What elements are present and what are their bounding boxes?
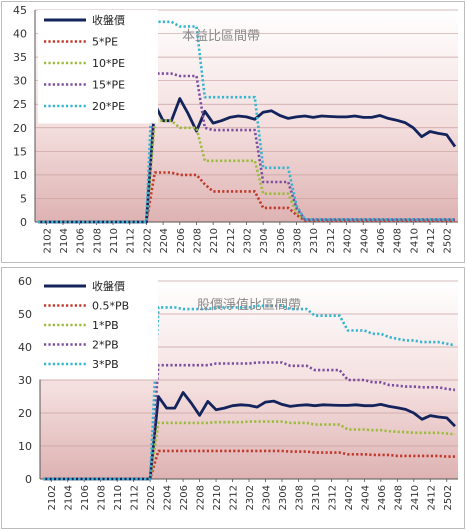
- pb-band-chart: 0 10 20 30 40 50 60 2102 2104 2106 2108 2110 2112 220…: [2, 268, 464, 528]
- x-tick-label: 2306: [278, 485, 289, 510]
- legend-label: 15*PE: [92, 79, 125, 92]
- x-tick-label: 2310: [311, 485, 322, 510]
- x-tick-label: 2302: [243, 228, 254, 253]
- x-tick-label: 2402: [343, 228, 354, 253]
- y-tick-label: 0: [20, 216, 27, 229]
- x-tick-label: 2406: [377, 485, 388, 510]
- y-tick-label: 45: [13, 4, 27, 17]
- legend-label: 收盤價: [92, 279, 125, 293]
- x-tick-label: 2412: [426, 228, 437, 253]
- y-tick-label: 25: [13, 98, 27, 111]
- chart-title: 本益比區間帶: [182, 29, 260, 44]
- legend: 收盤價 0.5*PB 1*PB 2*PB 3*PB: [38, 276, 158, 380]
- y-tick-label: 30: [18, 374, 32, 387]
- x-tick-label: 2410: [410, 485, 421, 510]
- y-tick-label: 40: [13, 28, 27, 41]
- x-tick-label: 2410: [409, 228, 420, 253]
- x-tick-label: 2304: [259, 228, 270, 253]
- series-line-0: [38, 97, 457, 224]
- x-tick-label: 2202: [146, 485, 157, 510]
- x-tick-label: 2306: [276, 228, 287, 253]
- legend-box: [38, 10, 158, 124]
- x-tick-label: 2202: [142, 228, 153, 253]
- pe-band-chart-panel: 0 5 10 15 20 25 30 35 40 45 2102 2104 2106 2108 2110 21…: [1, 1, 465, 263]
- x-tick-label: 2106: [80, 485, 91, 510]
- series-line-3: [38, 72, 455, 224]
- legend-label: 20*PE: [92, 100, 125, 113]
- x-tick-label: 2310: [309, 228, 320, 253]
- x-tick-label: 2302: [245, 485, 256, 510]
- series-line-4: [43, 304, 456, 481]
- y-tick-label: 10: [18, 440, 32, 453]
- y-tick-label: 5: [20, 192, 27, 205]
- legend-label: 2*PB: [92, 339, 119, 352]
- x-tick-label: 2402: [344, 485, 355, 510]
- chart-title: 股價淨值比區間帶: [197, 297, 301, 313]
- series-line-2: [38, 119, 455, 224]
- pe-band-chart: 0 5 10 15 20 25 30 35 40 45 2102 2104 2106 2108 2110 21…: [2, 2, 464, 262]
- x-tick-label: 2112: [130, 485, 141, 510]
- series-line-2: [43, 420, 456, 481]
- x-tick-label: 2404: [359, 228, 370, 253]
- y-tick-label: 60: [18, 275, 32, 288]
- x-tick-label: 2304: [261, 485, 272, 510]
- x-tick-label: 2412: [426, 485, 437, 510]
- y-tick-label: 35: [13, 51, 27, 64]
- x-tick-label: 2308: [293, 228, 304, 253]
- x-tick-label: 2106: [76, 228, 87, 253]
- x-tick-label: 2502: [443, 485, 454, 510]
- x-tick-label: 2206: [176, 228, 187, 253]
- y-tick-label: 50: [18, 308, 32, 321]
- x-tick-label: 2312: [327, 485, 338, 510]
- y-tick-label: 15: [13, 145, 27, 158]
- x-tick-label: 2208: [196, 485, 207, 510]
- y-tick-label: 20: [18, 407, 32, 420]
- x-tick-label: 2206: [179, 485, 190, 510]
- y-tick-label: 30: [13, 75, 27, 88]
- series-line-4: [38, 20, 455, 224]
- x-tick-label: 2104: [59, 228, 70, 253]
- x-tick-label: 2312: [326, 228, 337, 253]
- legend-label: 5*PE: [92, 36, 118, 49]
- x-tick-label: 2204: [159, 228, 170, 253]
- x-tick-label: 2212: [226, 228, 237, 253]
- x-tick-label: 2408: [393, 485, 404, 510]
- x-tick-label: 2112: [126, 228, 137, 253]
- legend-box: [38, 276, 158, 380]
- y-tick-label: 40: [18, 341, 32, 354]
- x-tick-label: 2404: [360, 485, 371, 510]
- x-tick-label: 2208: [192, 228, 203, 253]
- legend-label: 0.5*PB: [92, 300, 129, 313]
- x-tick-label: 2102: [42, 228, 53, 253]
- x-tick-label: 2212: [229, 485, 240, 510]
- x-tick-label: 2308: [294, 485, 305, 510]
- x-tick-label: 2408: [393, 228, 404, 253]
- x-tick-label: 2108: [92, 228, 103, 253]
- legend: 收盤價 5*PE 10*PE 15*PE 20*PE: [38, 10, 158, 124]
- y-tick-label: 20: [13, 122, 27, 135]
- x-tick-label: 2110: [109, 228, 120, 253]
- x-tick-label: 2406: [376, 228, 387, 253]
- series-line-0: [43, 391, 456, 481]
- x-tick-label: 2210: [209, 228, 220, 253]
- x-tick-label: 2108: [97, 485, 108, 510]
- x-tick-label: 2102: [47, 485, 58, 510]
- legend-label: 1*PB: [92, 319, 119, 332]
- pb-band-chart-panel: 0 10 20 30 40 50 60 2102 2104 2106 2108 2110 2112 220…: [1, 267, 465, 529]
- x-tick-label: 2204: [163, 485, 174, 510]
- x-tick-label: 2110: [113, 485, 124, 510]
- y-tick-label: 10: [13, 169, 27, 182]
- legend-label: 3*PB: [92, 358, 119, 371]
- legend-label: 10*PE: [92, 57, 125, 70]
- x-tick-label: 2502: [443, 228, 454, 253]
- x-tick-label: 2104: [64, 485, 75, 510]
- legend-label: 收盤價: [92, 13, 125, 27]
- x-tick-label: 2210: [212, 485, 223, 510]
- y-tick-label: 0: [25, 473, 32, 486]
